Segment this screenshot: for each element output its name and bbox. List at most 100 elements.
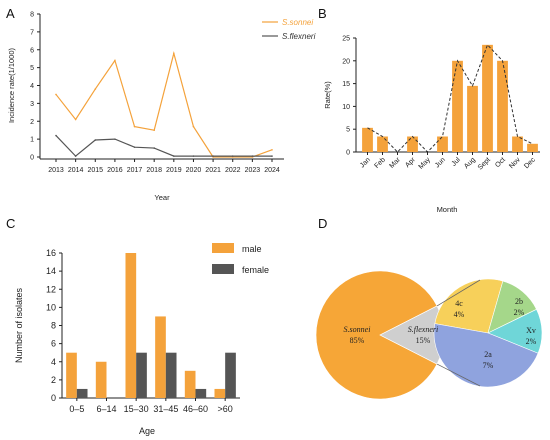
panel-b-x-tick-label: Sept — [477, 156, 492, 171]
panel-letter-c: C — [6, 216, 15, 231]
panel-b-x-tick-label: Jul — [451, 156, 463, 168]
panel-b-y-tick-label: 15 — [342, 81, 350, 88]
panel-c-bar-male — [184, 370, 196, 398]
panel-a-y-tick-label: 6 — [30, 47, 34, 54]
panel-a-point — [231, 155, 234, 157]
panel-b-x-tick-label: Apr — [404, 156, 417, 169]
pie-connector-bottom — [436, 363, 481, 387]
panel-b-x-tick-label: Feb — [373, 156, 387, 170]
panel-c-x-tick-label: 15–30 — [124, 404, 149, 414]
panel-b-bar — [512, 136, 523, 152]
pie-label-2a: 2a — [484, 350, 492, 359]
panel-b-bar — [437, 136, 448, 152]
pie-label-sonnei: S.sonnei — [344, 325, 371, 334]
panel-a-x-label: Year — [154, 193, 170, 202]
panel-a-y-tick-label: 7 — [30, 29, 34, 36]
panel-c-y-tick-label: 16 — [46, 248, 56, 258]
panel-c-y-tick-label: 2 — [51, 375, 56, 385]
panel-a-x-tick-label: 2019 — [166, 167, 182, 174]
legend-label-female: female — [242, 265, 269, 275]
panel-a-point — [55, 93, 57, 96]
panel-b-x-tick-label: Oct — [494, 156, 507, 169]
panel-c-y-label: Number of isolates — [14, 287, 24, 363]
pie-label-flexneri: S.flexneri — [408, 325, 438, 334]
panel-c-y-tick-label: 12 — [46, 284, 56, 294]
panel-a-point — [114, 59, 116, 62]
panel-a-point — [153, 129, 155, 131]
pie-pct-2b: 2% — [514, 308, 525, 317]
panel-a-x-tick-label: 2022 — [225, 167, 241, 174]
panel-c-bar-male — [66, 352, 77, 398]
panel-b-y-tick-label: 5 — [346, 127, 350, 134]
panel-a-y-tick-label: 8 — [30, 12, 34, 19]
panel-b-x-tick-label: Dec — [523, 156, 537, 170]
panel-letter-a: A — [6, 6, 15, 21]
panel-a-point — [114, 138, 116, 140]
panel-a-point — [133, 125, 136, 128]
panel-a-line-chart: Incidence rate(1/1000) Year S.sonnei S.f… — [7, 12, 316, 203]
pie-pct-4c: 4% — [454, 310, 465, 319]
panel-a-y-tick-label: 4 — [30, 83, 34, 90]
pie-pct-sonnei: 85% — [350, 336, 365, 345]
panel-a-x-tick-label: 2018 — [146, 167, 162, 174]
panel-c-bar-female — [195, 388, 207, 398]
panel-b-bar — [377, 136, 388, 152]
pie-slice-sonnei — [315, 270, 438, 400]
panel-letter-d: D — [318, 216, 327, 231]
panel-b-y-tick-label: 25 — [342, 36, 350, 43]
panel-c-bar-male — [155, 316, 166, 398]
panel-b-bar — [497, 60, 508, 152]
panel-b-x-tick-label: Aug — [463, 156, 477, 170]
legend-label-flexneri: S.flexneri — [282, 32, 316, 41]
pie-connector-top — [436, 279, 481, 307]
panel-a-y-tick-label: 5 — [30, 65, 34, 72]
pie-label-xv: Xv — [526, 326, 536, 335]
panel-a-y-tick-label: 0 — [30, 155, 34, 162]
panel-a-point — [55, 134, 57, 137]
panel-c-y-tick-label: 0 — [51, 393, 56, 403]
panel-c-bar-female — [76, 388, 88, 398]
panel-a-y-tick-label: 2 — [30, 119, 34, 126]
panel-c-x-label: Age — [139, 426, 155, 436]
panel-c-bar-male — [125, 253, 137, 398]
panel-a-point — [192, 155, 195, 157]
panel-c-bar-female — [225, 352, 236, 398]
legend-label-sonnei: S.sonnei — [282, 18, 313, 27]
panel-b-y-tick-label: 20 — [342, 58, 350, 65]
panel-c-y-tick-label: 4 — [51, 357, 56, 367]
panel-b-x-label: Month — [437, 205, 458, 214]
panel-a-point — [173, 155, 175, 157]
pie-pct-2a: 7% — [483, 361, 494, 370]
panel-a-point — [271, 155, 273, 157]
panel-b-y-tick-label: 10 — [342, 104, 350, 111]
panel-c-bar-male — [214, 388, 226, 398]
panel-b-x-tick-label: Jun — [434, 156, 447, 169]
panel-a-point — [271, 149, 273, 151]
panel-c-y-tick-label: 14 — [46, 266, 56, 276]
panel-c-bar-female — [136, 352, 147, 398]
panel-b-bar — [467, 85, 478, 152]
panel-a-x-tick-label: 2020 — [186, 167, 202, 174]
panel-b-bar — [482, 44, 493, 153]
panel-a-series-line-0 — [55, 50, 273, 158]
panel-b-bar — [527, 143, 538, 152]
panel-a-y-tick-label: 3 — [30, 101, 34, 108]
panel-a-point — [251, 155, 254, 157]
panel-a-point — [212, 155, 214, 157]
panel-a-series-line-1 — [55, 135, 272, 157]
panel-c-y-tick-label: 6 — [51, 339, 56, 349]
panel-a-point — [94, 88, 97, 90]
panel-a-point — [74, 118, 77, 121]
panel-c-x-tick-label: 31–45 — [153, 404, 178, 414]
panel-c-y-tick-label: 8 — [51, 321, 56, 331]
panel-b-bar — [407, 136, 418, 152]
panel-b-dashed-line — [367, 43, 533, 153]
panel-c-x-tick-label: 46–60 — [183, 404, 208, 414]
panel-b-bar — [452, 60, 463, 152]
panel-a-point — [94, 139, 97, 141]
panel-a-y-tick-label: 1 — [30, 137, 34, 144]
panel-a-point — [173, 52, 175, 55]
panel-c-bar-female — [165, 352, 177, 398]
